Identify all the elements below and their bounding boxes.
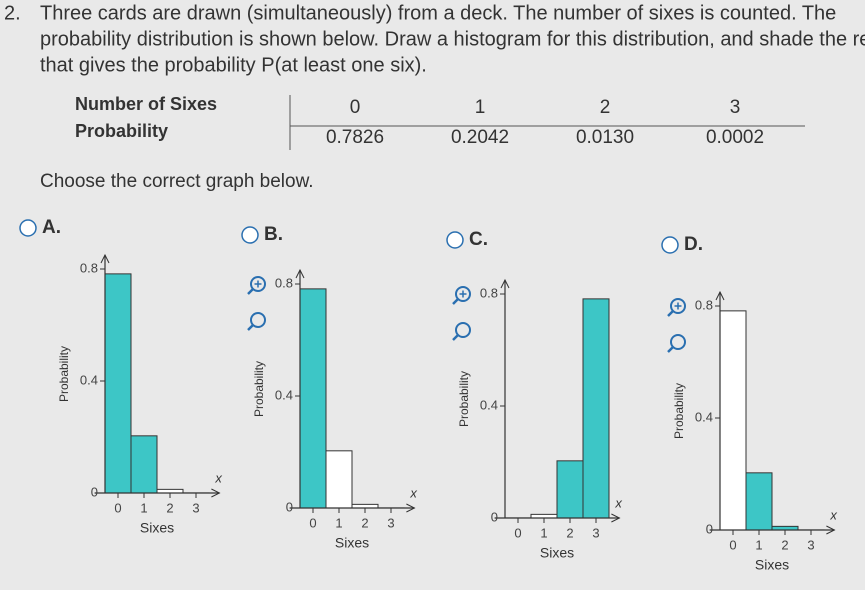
zoom-in[interactable]	[455, 286, 471, 302]
y-axis-label: Probability	[672, 383, 686, 439]
table-row-label: Number of Sixes	[75, 94, 217, 114]
zoom-in[interactable]	[670, 298, 686, 314]
x-tick-label: 2	[361, 515, 368, 530]
x-axis-label: Sixes	[335, 535, 369, 551]
y-tick-label: 0.4	[80, 372, 98, 387]
bar	[299, 288, 327, 509]
zoom-handle	[247, 324, 254, 331]
x-arrow-label: x	[214, 470, 222, 485]
x-tick-label: 3	[807, 537, 814, 552]
option-label: A.	[42, 217, 61, 238]
y-tick-label: 0.8	[695, 297, 713, 312]
radio-button[interactable]	[661, 236, 679, 254]
x-axis-arrow	[406, 503, 416, 513]
zoom-handle	[452, 298, 459, 305]
zoom-out[interactable]	[250, 312, 266, 328]
prompt: Choose the correct graph below.	[40, 171, 314, 192]
y-axis-arrow	[100, 253, 110, 264]
table-header: 0	[350, 97, 361, 118]
question-line: that gives the probability P(at least on…	[40, 54, 427, 76]
bar	[130, 435, 158, 494]
x-tick-label: 1	[755, 537, 762, 552]
table-row-label: Probability	[75, 121, 168, 141]
x-tick-label: 3	[387, 515, 394, 530]
zoom-in[interactable]	[250, 276, 266, 292]
table-cell: 0.7826	[326, 127, 384, 148]
x-arrow-label: x	[409, 485, 417, 500]
x-axis-arrow	[826, 525, 836, 535]
table-header: 1	[475, 97, 486, 118]
x-tick-label: 0	[514, 525, 521, 540]
bar	[582, 298, 610, 519]
x-axis-arrow	[611, 513, 621, 523]
bar	[325, 450, 353, 509]
x-tick-label: 1	[540, 525, 547, 540]
x-tick-label: 3	[192, 500, 199, 515]
option-label: D.	[684, 234, 703, 255]
option-label: C.	[469, 229, 488, 250]
y-tick-label: 0.4	[480, 397, 498, 412]
x-axis-label: Sixes	[540, 545, 574, 561]
radio-button[interactable]	[19, 219, 37, 237]
y-axis-label: Probability	[57, 346, 71, 402]
x-tick-label: 3	[592, 525, 599, 540]
table-header: 2	[600, 97, 611, 118]
bar	[104, 273, 132, 494]
zoom-handle	[667, 346, 674, 353]
x-tick-label: 2	[566, 525, 573, 540]
y-tick-label: 0	[706, 521, 713, 536]
y-tick-label: 0.4	[695, 409, 713, 424]
zoom-handle	[247, 288, 254, 295]
zoom-out[interactable]	[670, 334, 686, 350]
x-arrow-label: x	[614, 495, 622, 510]
x-tick-label: 1	[140, 500, 147, 515]
x-tick-label: 1	[335, 515, 342, 530]
table-cell: 0.0002	[706, 127, 764, 148]
x-axis-label: Sixes	[140, 520, 174, 536]
table-cell: 0.0130	[576, 127, 634, 148]
table-cell: 0.2042	[451, 127, 509, 148]
y-axis-label: Probability	[252, 361, 266, 417]
y-axis-arrow	[715, 290, 725, 301]
y-tick-label: 0.8	[80, 260, 98, 275]
radio-button[interactable]	[446, 231, 464, 249]
y-axis-arrow	[500, 278, 510, 289]
bar	[745, 472, 773, 531]
zoom-handle	[667, 310, 674, 317]
bar	[556, 460, 584, 519]
x-arrow-label: x	[829, 507, 837, 522]
question-line: Three cards are drawn (simultaneously) f…	[40, 2, 836, 24]
question-line: probability distribution is shown below.…	[40, 28, 865, 50]
y-tick-label: 0	[491, 509, 498, 524]
x-tick-label: 0	[729, 537, 736, 552]
zoom-out[interactable]	[455, 322, 471, 338]
x-tick-label: 2	[781, 537, 788, 552]
y-axis-label: Probability	[457, 371, 471, 427]
table-header: 3	[730, 97, 741, 118]
bar	[719, 310, 747, 531]
y-axis-arrow	[295, 268, 305, 279]
radio-button[interactable]	[241, 226, 259, 244]
x-axis-label: Sixes	[755, 557, 789, 573]
x-axis-arrow	[211, 488, 221, 498]
y-tick-label: 0.8	[480, 285, 498, 300]
x-tick-label: 0	[114, 500, 121, 515]
x-tick-label: 0	[309, 515, 316, 530]
question-number: 2.	[4, 2, 21, 24]
y-tick-label: 0.4	[275, 387, 293, 402]
zoom-handle	[452, 334, 459, 341]
y-tick-label: 0	[91, 484, 98, 499]
y-tick-label: 0	[286, 499, 293, 514]
x-tick-label: 2	[166, 500, 173, 515]
option-label: B.	[264, 224, 283, 245]
y-tick-label: 0.8	[275, 275, 293, 290]
